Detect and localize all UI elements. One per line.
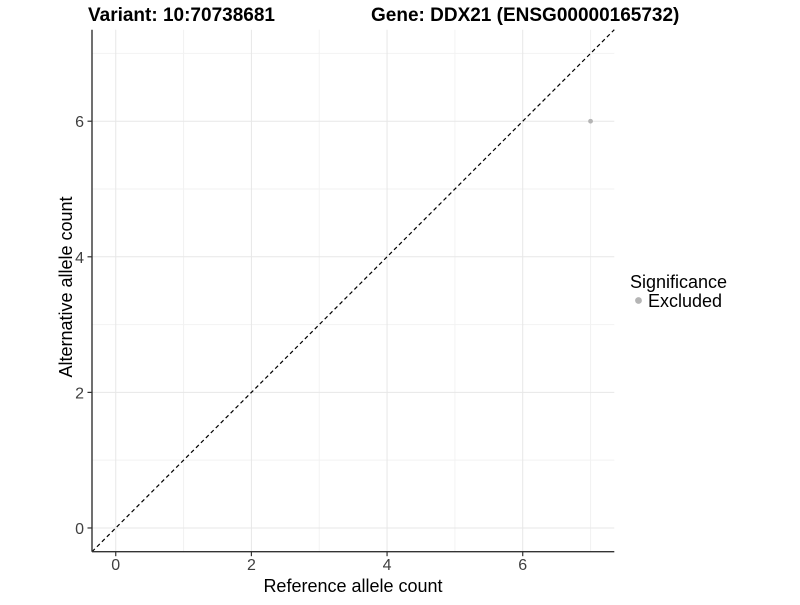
legend-item-label: Excluded xyxy=(648,291,722,311)
x-tick-label: 4 xyxy=(383,557,392,574)
legend: Significance Excluded xyxy=(630,272,727,311)
identity-reference-line xyxy=(91,29,615,553)
legend-item: Excluded xyxy=(635,291,722,311)
y-axis-title: Alternative allele count xyxy=(56,196,76,377)
grid-layer xyxy=(92,29,615,552)
plot-title-gene: Gene: DDX21 (ENSG00000165732) xyxy=(371,5,679,26)
legend-point-marker-icon xyxy=(635,297,642,304)
y-tick-label: 6 xyxy=(75,114,84,131)
x-tick-label: 0 xyxy=(111,557,120,574)
data-point xyxy=(588,118,593,124)
x-tick-label: 2 xyxy=(247,557,256,574)
y-tick-label: 4 xyxy=(75,250,84,267)
x-axis-title: Reference allele count xyxy=(263,576,442,596)
y-tick-label: 2 xyxy=(75,385,84,402)
x-tick-label: 6 xyxy=(518,557,527,574)
y-tick-label: 0 xyxy=(75,521,84,538)
geom-layer xyxy=(91,29,615,553)
axis-layer: 0 2 4 6 0 2 4 6 xyxy=(75,29,615,574)
plot-title-variant: Variant: 10:70738681 xyxy=(88,5,275,26)
legend-title: Significance xyxy=(630,272,727,292)
